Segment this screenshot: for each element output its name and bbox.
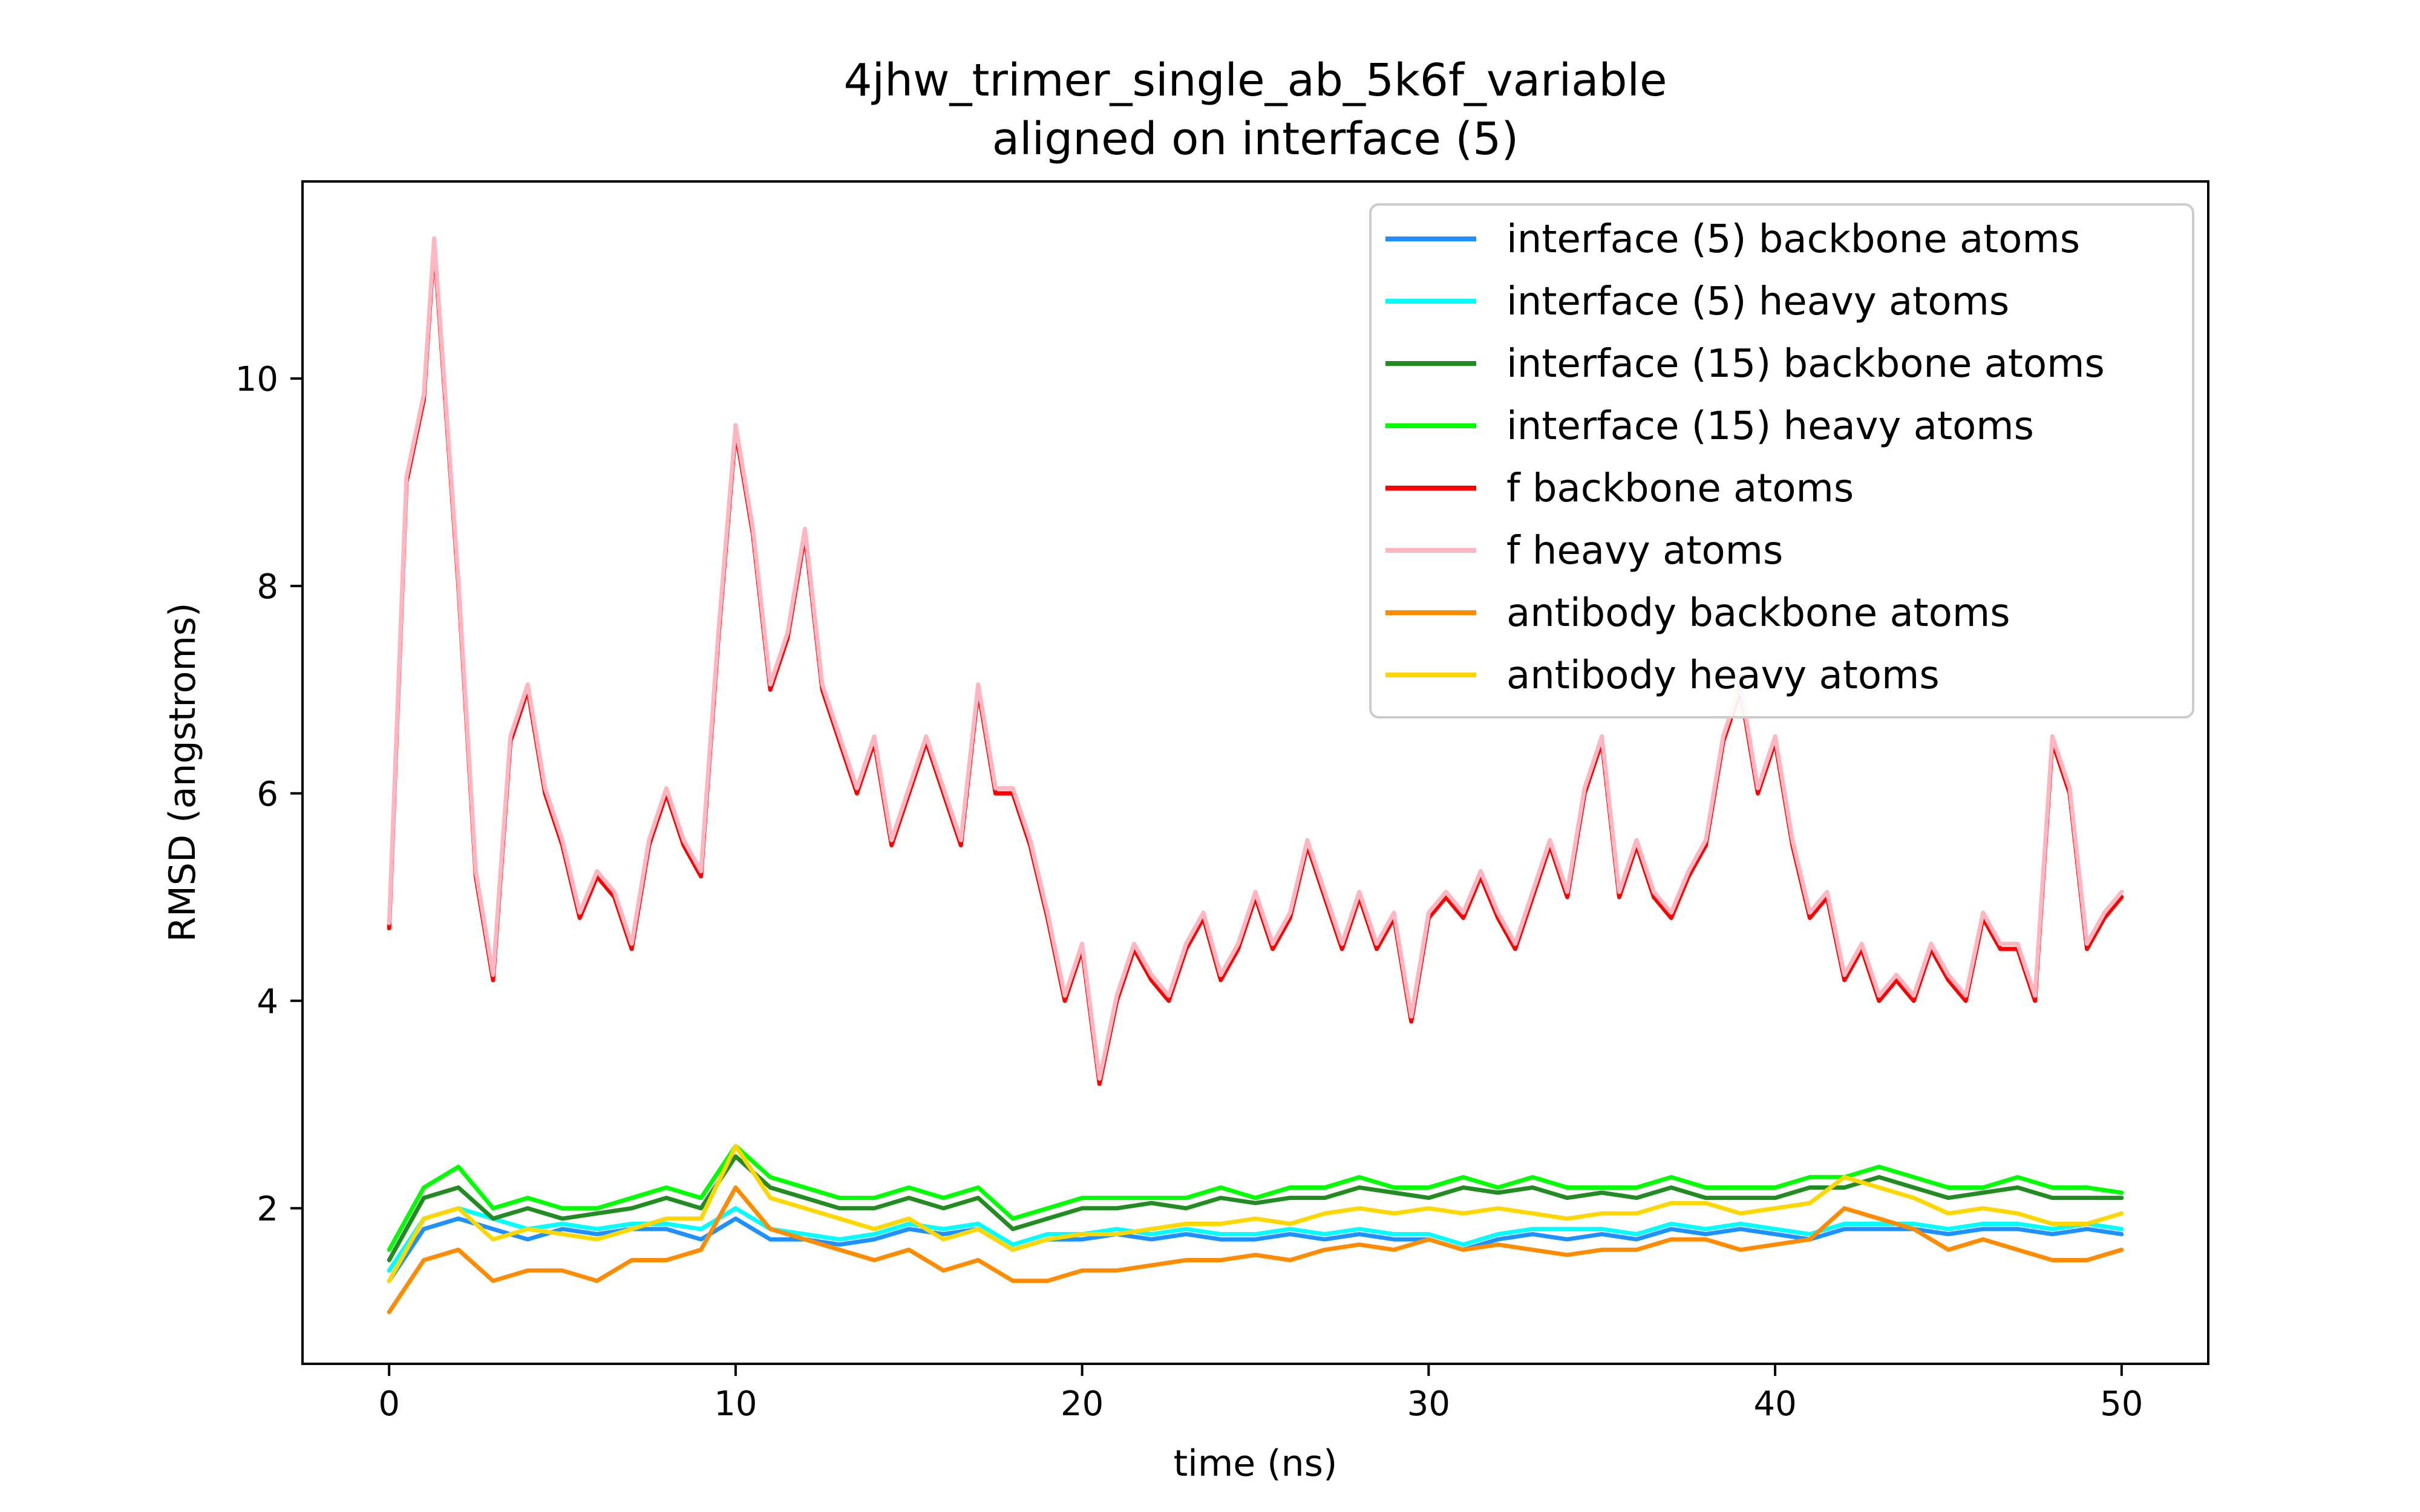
series-line-1 [387, 1216, 2124, 1283]
legend-label-4: interface (15) heavy atoms [1506, 404, 2034, 449]
plot-area [301, 180, 2209, 1365]
chart-title-line-1: 4jhw_trimer_single_ab_5k6f_variable [843, 54, 1667, 106]
legend-label-1: interface (5) backbone atoms [1506, 217, 2080, 262]
x-axis-ticks: 0 10 20 30 40 50 [378, 1364, 2143, 1424]
y-axis-label: RMSD (angstroms) [162, 602, 204, 942]
legend: interface (5) backbone atoms interface (5… [1369, 203, 2194, 719]
y-tick-label: 6 [257, 775, 278, 814]
x-tick-label: 50 [2100, 1384, 2143, 1424]
legend-label-8: antibody heavy atoms [1506, 653, 1940, 698]
legend-label-5: f backbone atoms [1506, 466, 1854, 511]
legend-label-7: antibody backbone atoms [1506, 591, 2010, 636]
y-tick-label: 2 [257, 1190, 278, 1229]
x-tick-label: 10 [714, 1384, 757, 1424]
x-tick-label: 20 [1061, 1384, 1104, 1424]
chart-title-line-2: aligned on interface (5) [992, 113, 1519, 165]
series-line-6 [387, 236, 2124, 1081]
x-tick-label: 30 [1407, 1384, 1450, 1424]
y-tick-label: 4 [257, 982, 278, 1022]
legend-label-3: interface (15) backbone atoms [1506, 342, 2105, 386]
series-line-4 [387, 1144, 2124, 1252]
y-tick-label: 8 [257, 567, 278, 607]
legend-label-2: interface (5) heavy atoms [1506, 279, 2009, 324]
series-layer [387, 236, 2124, 1314]
x-axis-label: time (ns) [1174, 1442, 1338, 1485]
series-line-7 [387, 1185, 2124, 1314]
x-tick-label: 0 [378, 1384, 400, 1424]
series-line-2 [387, 1206, 2124, 1273]
plot-frame [301, 180, 2209, 1365]
y-axis-ticks: 2 4 6 8 10 [235, 360, 302, 1229]
legend-label-6: f heavy atoms [1506, 529, 1783, 573]
x-tick-label: 40 [1753, 1384, 1796, 1424]
y-tick-label: 10 [235, 360, 278, 399]
legend-box [1369, 203, 2194, 719]
series-line-8 [387, 1144, 2124, 1283]
